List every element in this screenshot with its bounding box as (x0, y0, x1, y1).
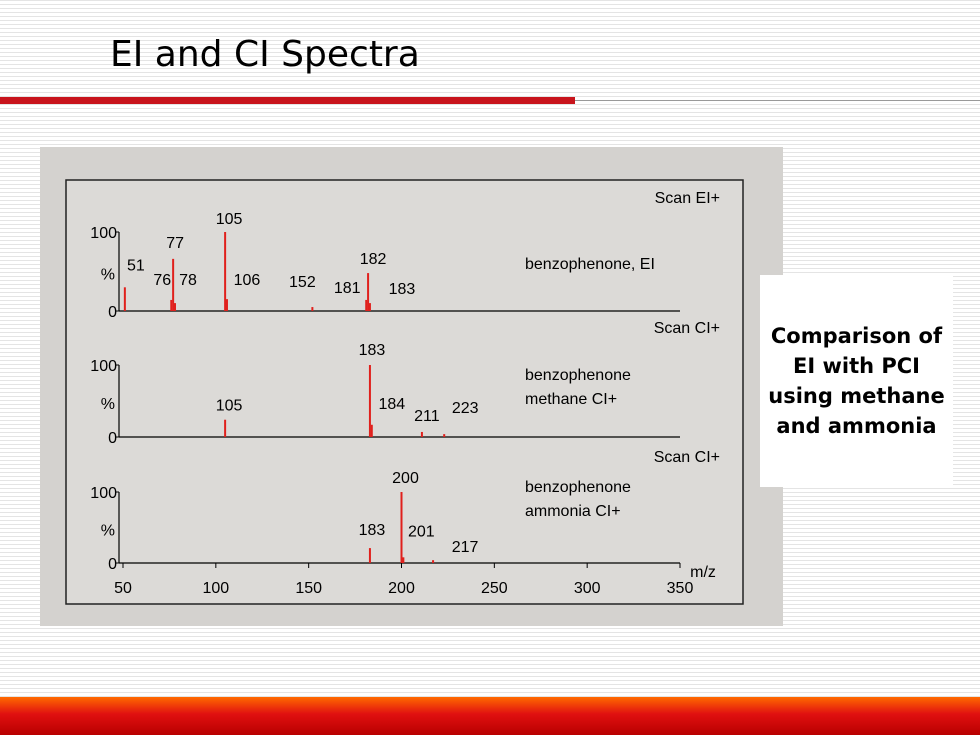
sample-label: benzophenone (525, 367, 631, 384)
peak-label: 183 (359, 522, 386, 539)
y-tick-label: 0 (108, 430, 117, 447)
x-tick-label: 300 (574, 580, 601, 597)
title-rule-thin (575, 100, 980, 101)
peak-label: 77 (166, 235, 184, 252)
x-tick-label: 50 (114, 580, 132, 597)
peak-label: 183 (389, 281, 416, 298)
x-tick-label: 250 (481, 580, 508, 597)
title-rule (0, 97, 575, 104)
peak-label: 211 (414, 408, 440, 425)
y-tick-label: 100 (90, 225, 117, 242)
y-tick-label: 0 (108, 556, 117, 573)
y-axis-label: % (101, 267, 115, 284)
y-tick-label: 100 (90, 485, 117, 502)
peak-label: 181 (334, 280, 361, 297)
sample-label: ammonia CI+ (525, 503, 621, 520)
chart-frame (65, 179, 744, 605)
y-axis-label: % (101, 523, 115, 540)
y-tick-label: 0 (108, 304, 117, 321)
charts: 0 100% Scan EI+ benzophenone, EI 51 76 77 78 105… (90, 190, 720, 597)
scan-label: Scan CI+ (654, 449, 720, 466)
footer-bar (0, 697, 980, 735)
x-tick-label: 100 (202, 580, 229, 597)
peak-label: 105 (216, 398, 243, 415)
x-tick-label: 150 (295, 580, 322, 597)
peak-label: 105 (216, 211, 243, 228)
x-tick-label: 350 (667, 580, 694, 597)
peak-label: 106 (234, 272, 261, 289)
peak-label: 76 (153, 272, 171, 289)
peak-label: 184 (378, 396, 405, 413)
y-axis-label: % (101, 396, 115, 413)
peak-label: 51 (127, 257, 145, 274)
sample-label: methane CI+ (525, 391, 617, 408)
scan-label: Scan EI+ (655, 190, 720, 207)
x-tick-label: 200 (388, 580, 415, 597)
sample-label: benzophenone, EI (525, 256, 655, 273)
peak-label: 217 (452, 539, 479, 556)
scan-label: Scan CI+ (654, 320, 720, 337)
sample-label: benzophenone (525, 479, 631, 496)
slide-title: EI and CI Spectra (110, 34, 420, 75)
x-axis-label: m/z (690, 564, 716, 581)
peak-label: 200 (392, 470, 419, 487)
peak-label: 182 (360, 251, 387, 268)
y-tick-label: 100 (90, 358, 117, 375)
peak-label: 78 (179, 272, 197, 289)
peak-label: 152 (289, 274, 316, 291)
peak-label: 201 (408, 523, 435, 540)
peak-label: 223 (452, 400, 479, 417)
peak-label: 183 (359, 342, 386, 359)
callout: Comparison of EI with PCI using methane … (760, 275, 953, 487)
